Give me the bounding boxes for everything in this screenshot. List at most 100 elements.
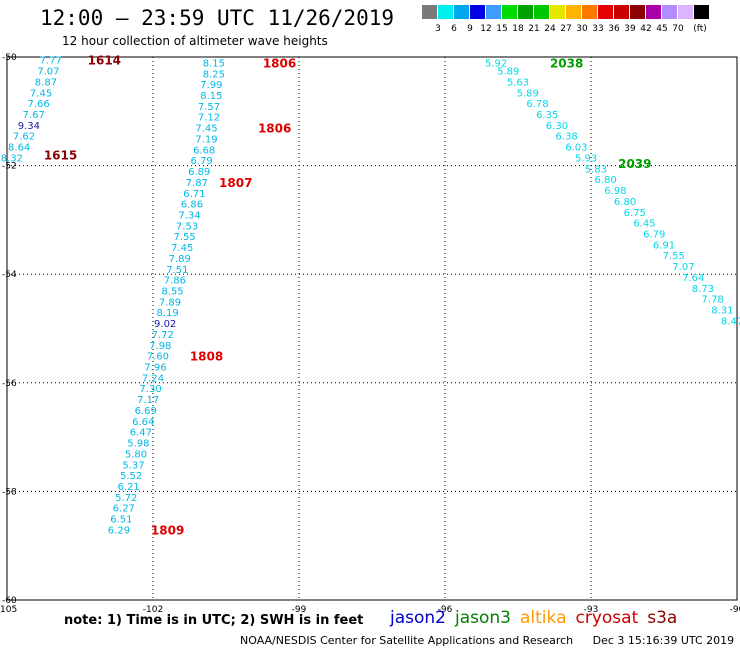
wave-height-label: 8.73 [692,284,714,295]
wave-height-label: 8.32 [1,153,23,164]
time-label: 1808 [190,350,223,364]
scale-label: 18 [512,24,524,34]
wave-height-label: 6.29 [108,525,130,536]
wave-height-label: 6.27 [113,504,135,515]
scale-swatch [582,5,598,19]
wave-height-label: 7.45 [171,243,193,254]
satellite-jason2: jason2 [390,608,446,628]
scale-label: 30 [576,24,588,34]
scale-swatch [438,5,454,19]
wave-height-label: 6.69 [135,406,157,417]
wave-height-label: 5.72 [115,493,137,504]
wave-height-label: 7.89 [169,254,191,265]
wave-height-label: 7.30 [139,384,161,395]
lon-tick-label: -90 [730,605,740,615]
wave-height-label: 7.62 [13,132,35,143]
wave-height-label: 6.64 [132,417,154,428]
time-label: 1806 [258,122,291,136]
wave-height-label: 9.34 [18,121,40,132]
scale-label: 3 [435,24,441,34]
wave-height-label: 7.07 [37,67,59,78]
wave-height-label: 5.37 [122,460,144,471]
wave-height-label: 8.19 [156,308,178,319]
scale-label: 36 [608,24,620,34]
scale-label: 33 [592,24,604,34]
wave-height-label: 8.25 [203,69,225,80]
lat-tick-label: -54 [2,270,17,280]
scale-swatch [630,5,646,19]
wave-height-label: 5.83 [585,164,607,175]
scale-swatch [502,5,518,19]
scale-swatch [454,5,470,19]
wave-height-label: 7.12 [198,113,220,124]
wave-height-label: 7.51 [166,265,188,276]
scale-swatch [614,5,630,19]
lat-tick-label: -58 [2,487,17,497]
satellite-altika: altika [520,608,567,628]
satellite-cryosat: cryosat [575,608,639,628]
wave-height-label: 5.89 [517,88,539,99]
wave-height-label: 5.80 [125,449,147,460]
wave-height-label: 7.64 [682,273,704,284]
wave-height-label: 7.34 [178,210,200,221]
scale-label: 9 [467,24,473,34]
wave-height-label: 6.80 [594,175,616,186]
wave-height-label: 6.75 [624,208,646,219]
scale-swatch [534,5,550,19]
wave-height-label: 8.55 [161,286,183,297]
wave-height-label: 6.78 [526,99,548,110]
wave-height-label: 6.86 [181,200,203,211]
wave-height-label: 6.89 [188,167,210,178]
wave-height-label: 7.77 [40,56,62,67]
wave-height-label: 7.07 [672,262,694,273]
wave-height-label: 6.91 [653,240,675,251]
time-label: 2038 [550,56,583,70]
wave-height-label: 5.89 [497,67,519,78]
scale-label: 70 [672,24,684,34]
lat-tick-label: -56 [2,379,17,389]
wave-height-label: 9.02 [154,319,176,330]
scale-swatch [486,5,502,19]
wave-height-label: 5.92 [485,58,507,69]
satellite-s3a: s3a [647,608,678,628]
lat-tick-label: -52 [2,162,17,172]
credit-line: NOAA/NESDIS Center for Satellite Applica… [240,634,734,647]
wave-height-label: 7.57 [198,102,220,113]
wave-height-label: 6.80 [614,197,636,208]
satellite-legend: jason2 jason3 altika cryosat s3a [390,608,686,628]
scale-swatch [646,5,662,19]
lon-tick-label: -96 [438,605,453,615]
wave-height-label: 8.15 [200,91,222,102]
wave-height-label: 6.03 [565,143,587,154]
page-subtitle: 12 hour collection of altimeter wave hei… [62,34,328,48]
lon-tick-label: -105 [0,605,17,615]
scale-swatch [550,5,566,19]
wave-height-label: 6.68 [193,145,215,156]
wave-height-label: 6.30 [546,121,568,132]
wave-height-label: 7.45 [30,88,52,99]
wave-height-label: 5.52 [120,471,142,482]
scale-label: 12 [480,24,492,34]
wave-height-label: 7.45 [195,124,217,135]
wave-height-label: 7.60 [147,352,169,363]
scale-label: 42 [640,24,652,34]
scale-label: 21 [528,24,540,34]
wave-height-label: 6.79 [191,156,213,167]
lon-tick-label: -99 [292,605,307,615]
wave-height-label: 6.79 [643,229,665,240]
wave-height-label: 7.66 [28,99,50,110]
scale-label: 45 [656,24,668,34]
scale-label: 39 [624,24,636,34]
wave-height-label: 7.86 [164,276,186,287]
scale-swatch [422,5,438,19]
wave-height-label: 6.45 [633,219,655,230]
lat-tick-label: -50 [2,53,17,63]
scale-swatch [678,5,694,19]
wave-height-label: 6.47 [130,428,152,439]
wave-height-label: 6.71 [183,189,205,200]
wave-height-label: 8.47 [721,316,740,327]
scale-swatch [518,5,534,19]
scale-label: 24 [544,24,556,34]
